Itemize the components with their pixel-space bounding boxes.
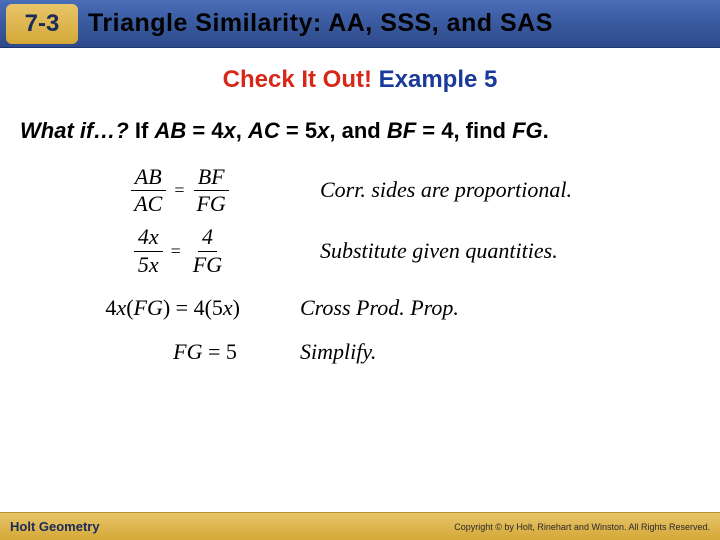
reason-cell: Simplify. xyxy=(300,339,376,365)
check-it-out-label: Check It Out! xyxy=(223,66,372,93)
step-row: 4x(FG) = 4(5x) Cross Prod. Prop. xyxy=(40,295,680,321)
fraction: BF FG xyxy=(192,165,229,216)
problem-prompt: What if…? If AB = 4x, AC = 5x, and BF = … xyxy=(20,118,700,144)
reason-cell: Cross Prod. Prop. xyxy=(300,295,459,321)
fraction: 4 FG xyxy=(189,225,226,276)
section-badge: 7-3 xyxy=(6,4,78,44)
equation-cell: 4x 5x = 4 FG xyxy=(40,224,320,276)
fraction: AB AC xyxy=(130,165,166,216)
footer-brand: Holt Geometry xyxy=(10,519,100,534)
equals-sign: = xyxy=(169,241,183,262)
equation-cell: FG = 5 xyxy=(40,339,300,365)
example-number-label: Example 5 xyxy=(372,66,497,93)
footer-bar: Holt Geometry Copyright © by Holt, Rineh… xyxy=(0,512,720,540)
fraction: 4x 5x xyxy=(134,225,163,276)
work-area: AB AC = BF FG Corr. sides are proportion… xyxy=(0,164,720,365)
footer-copyright: Copyright © by Holt, Rinehart and Winsto… xyxy=(454,522,710,532)
equals-sign: = xyxy=(172,180,186,201)
reason-cell: Corr. sides are proportional. xyxy=(320,177,572,203)
step-row: FG = 5 Simplify. xyxy=(40,339,680,365)
step-row: 4x 5x = 4 FG Substitute given quantities… xyxy=(40,224,680,276)
what-if-label: What if…? xyxy=(20,118,129,143)
equation-cell: 4x(FG) = 4(5x) xyxy=(40,295,300,321)
step-row: AB AC = BF FG Corr. sides are proportion… xyxy=(40,164,680,216)
header-title: Triangle Similarity: AA, SSS, and SAS xyxy=(88,9,553,38)
equation-cell: AB AC = BF FG xyxy=(40,164,320,216)
example-subtitle: Check It Out! Example 5 xyxy=(0,66,720,94)
reason-cell: Substitute given quantities. xyxy=(320,238,558,264)
header-bar: 7-3 Triangle Similarity: AA, SSS, and SA… xyxy=(0,0,720,48)
